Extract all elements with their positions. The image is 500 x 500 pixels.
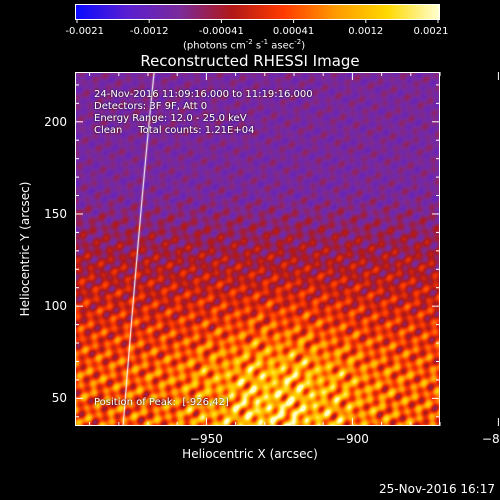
timestamp: 25-Nov-2016 16:17 (379, 482, 495, 496)
colorbar-tick-label: 0.0021 (413, 26, 449, 37)
colorbar (75, 4, 440, 20)
heatmap-image (76, 73, 439, 425)
colorbar-tick-label: -0.0021 (65, 26, 105, 37)
colorbar-tick-label: 0.0012 (348, 26, 384, 37)
colorbar-tick-label: -0.00041 (198, 26, 244, 37)
x-tick-label: −950 (189, 432, 223, 446)
y-tick-label: 50 (51, 391, 67, 406)
y-axis-label: Heliocentric Y (arcsec) (18, 181, 32, 317)
peak-position-label: Position of Peak: [-926,42] (94, 397, 229, 408)
x-axis-label: Heliocentric X (arcsec) (182, 447, 318, 461)
heatmap-plot: 24-Nov-2016 11:09:16.000 to 11:19:16.000… (75, 72, 440, 426)
y-tick-label: 150 (44, 206, 67, 221)
colorbar-tick-label: 0.00041 (272, 26, 315, 37)
info-energy-range: Energy Range: 12.0 - 25.0 keV (94, 113, 247, 124)
y-tick-label: 200 (44, 114, 67, 129)
x-tick-label: −850 (481, 432, 500, 446)
info-time-range: 24-Nov-2016 11:09:16.000 to 11:19:16.000 (94, 89, 313, 100)
y-tick-label: 100 (44, 299, 67, 314)
colorbar-tick-label: -0.0012 (129, 26, 169, 37)
x-tick-label: −900 (335, 432, 369, 446)
info-total-counts: Clean Total counts: 1.21E+04 (94, 125, 255, 136)
info-detectors: Detectors: 3F 9F, Att 0 (94, 101, 208, 112)
plot-title: Reconstructed RHESSI Image (140, 52, 360, 70)
colorbar-gradient (76, 5, 439, 19)
colorbar-units: (photons cm-2 s-1 asec-2) (183, 38, 306, 52)
